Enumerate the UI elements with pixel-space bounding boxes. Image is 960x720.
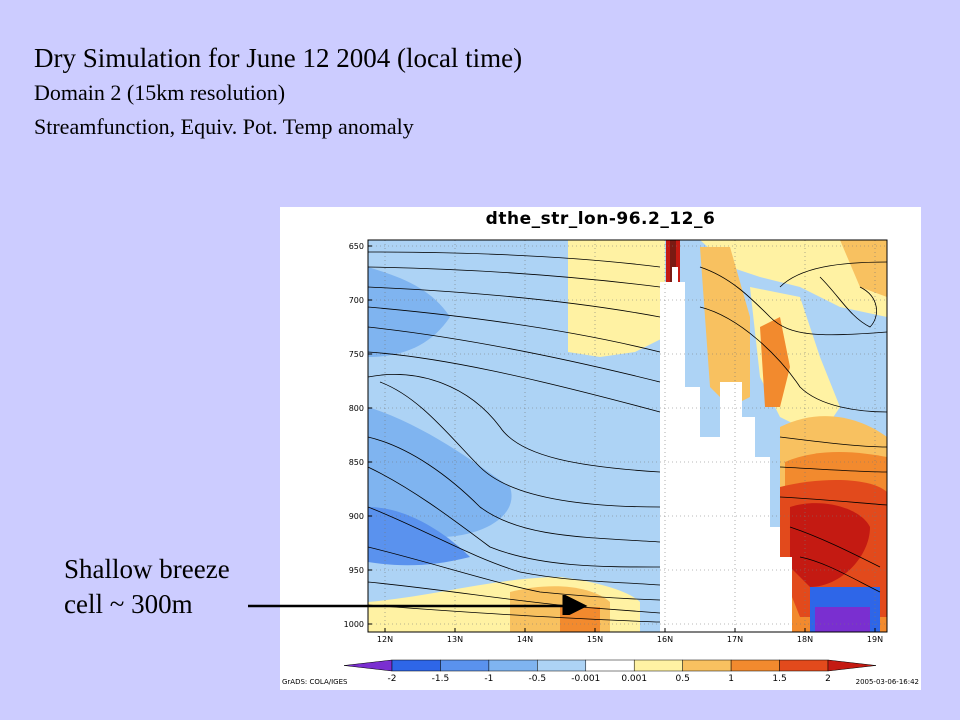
y-axis: 650 700 750 800 850 900 950 1000 <box>344 242 372 629</box>
colorbar-label: -1.5 <box>432 674 450 684</box>
colorbar-label: -2 <box>388 674 397 684</box>
figure-panel: dthe_str_lon-96.2_12_6 <box>280 207 921 690</box>
colorbar-swatch <box>585 659 635 672</box>
annotation-arrow <box>248 595 588 615</box>
colorbar: -2 -1.5 -1 -0.5 -0.001 0.001 0.5 1 1.5 2 <box>343 659 877 684</box>
annotation-line-1: Shallow breeze <box>64 554 230 584</box>
colorbar-swatch <box>779 659 829 672</box>
slide-subtitle-variables: Streamfunction, Equiv. Pot. Temp anomaly <box>34 114 414 139</box>
colorbar-swatch <box>633 659 683 672</box>
colorbar-end-low <box>343 659 393 672</box>
figure-footer-right: 2005-03-06-16:42 <box>855 678 919 686</box>
slide-subtitle-domain: Domain 2 (15km resolution) <box>34 80 286 105</box>
y-tick-label: 750 <box>349 350 364 359</box>
figure-title: dthe_str_lon-96.2_12_6 <box>485 209 716 229</box>
y-tick-label: 850 <box>349 458 364 467</box>
colorbar-swatch <box>682 659 732 672</box>
colorbar-swatch <box>440 659 490 672</box>
y-tick-label: 650 <box>349 242 364 251</box>
colorbar-label: 0.001 <box>621 674 647 684</box>
y-tick-label: 1000 <box>344 620 364 629</box>
colorbar-label: -0.001 <box>571 674 600 684</box>
y-tick-label: 950 <box>349 566 364 575</box>
colorbar-end-high <box>827 659 877 672</box>
y-tick-label: 800 <box>349 404 364 413</box>
plot-frame-border <box>367 239 888 633</box>
figure-footer-left: GrADS: COLA/IGES <box>282 678 348 686</box>
x-tick-label: 17N <box>727 635 743 644</box>
y-tick-label: 900 <box>349 512 364 521</box>
colorbar-label: -1 <box>484 674 493 684</box>
colorbar-swatch <box>730 659 780 672</box>
x-tick-label: 14N <box>517 635 533 644</box>
colorbar-label: -0.5 <box>529 674 547 684</box>
colorbar-swatch <box>537 659 587 672</box>
slide-header: Dry Simulation for June 12 2004 (local t… <box>34 40 522 144</box>
colorbar-label: 1.5 <box>772 674 786 684</box>
slide-title: Dry Simulation for June 12 2004 (local t… <box>34 43 523 73</box>
annotation: Shallow breeze cell ~ 300m <box>64 552 230 622</box>
x-tick-label: 16N <box>657 635 673 644</box>
plot-grid <box>368 240 887 632</box>
x-tick-label: 13N <box>447 635 463 644</box>
colorbar-label: 1 <box>728 674 734 684</box>
shaded-field <box>368 240 887 632</box>
colorbar-swatch <box>488 659 538 672</box>
colorbar-swatch <box>391 659 441 672</box>
x-tick-label: 12N <box>377 635 393 644</box>
x-tick-label: 15N <box>587 635 603 644</box>
x-axis: 12N 13N 14N 15N 16N 17N 18N 19N <box>377 628 883 644</box>
colorbar-label: 2 <box>825 674 831 684</box>
streamlines <box>368 251 887 623</box>
y-tick-label: 700 <box>349 296 364 305</box>
x-tick-label: 18N <box>797 635 813 644</box>
x-tick-label: 19N <box>867 635 883 644</box>
annotation-line-2: cell ~ 300m <box>64 589 193 619</box>
colorbar-label: 0.5 <box>676 674 690 684</box>
